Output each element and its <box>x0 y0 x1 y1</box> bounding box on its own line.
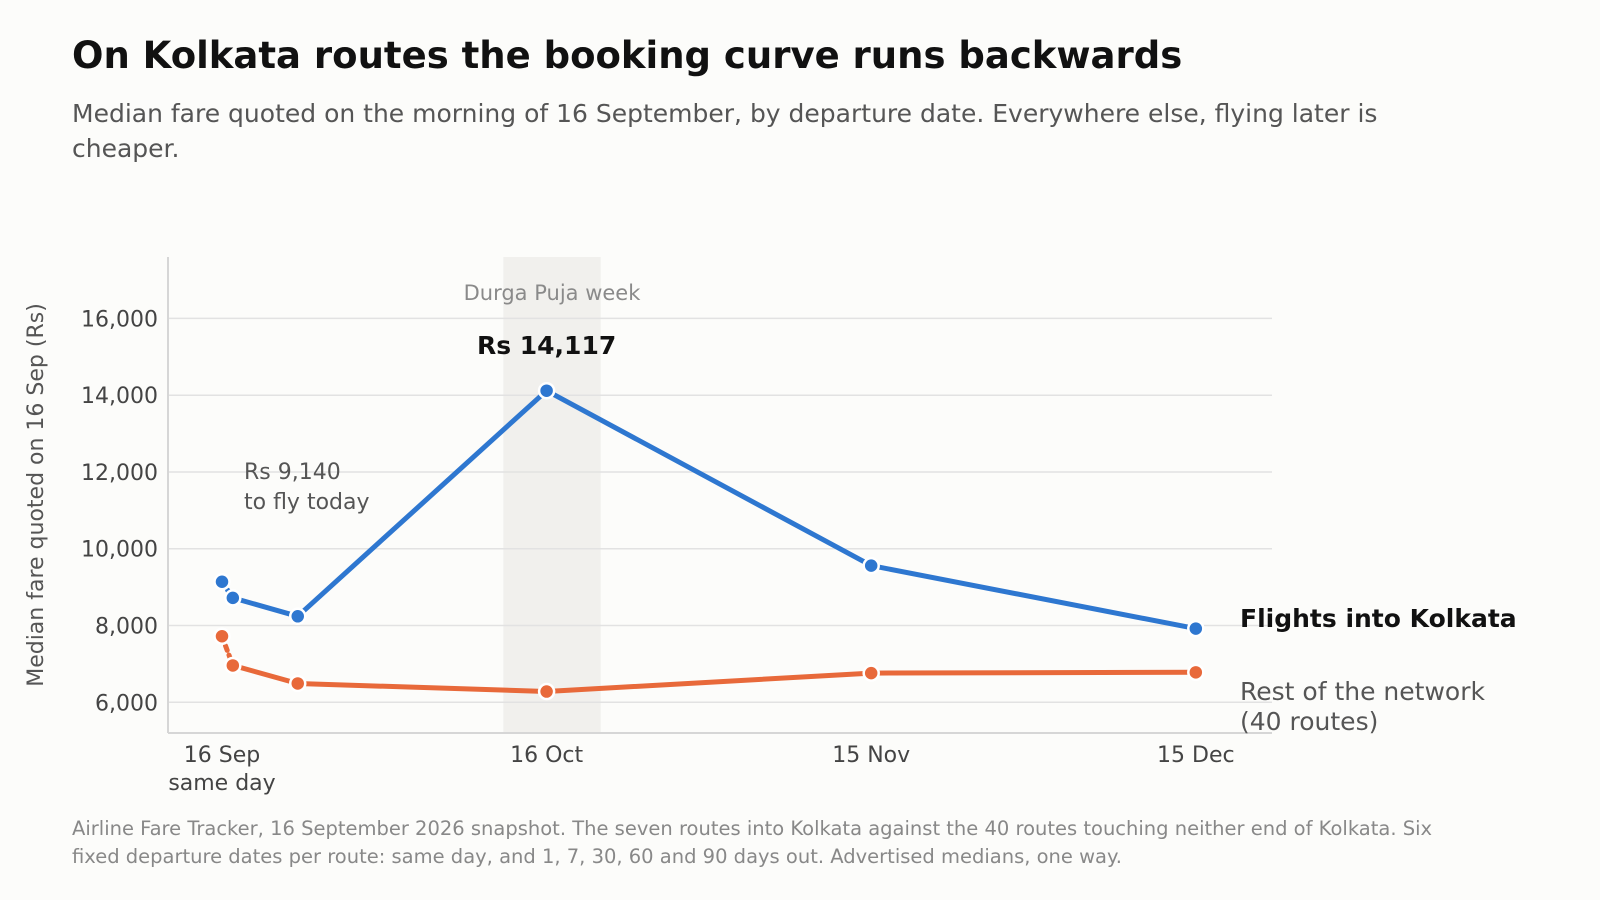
data-point-kolkata <box>224 589 242 607</box>
y-tick-label: 12,000 <box>81 461 158 486</box>
data-point-kolkata <box>537 381 556 400</box>
source-footnote: Airline Fare Tracker, 16 September 2026 … <box>72 817 1433 868</box>
data-point-network <box>224 656 242 675</box>
data-point-kolkata <box>1187 619 1205 638</box>
data-point-network <box>1187 663 1205 682</box>
y-tick-label: 8,000 <box>95 615 158 640</box>
data-point-network <box>213 627 231 646</box>
y-tick-label: 6,000 <box>95 691 158 716</box>
data-point-kolkata <box>862 556 880 575</box>
x-tick-label: 15 Dec <box>1157 743 1235 768</box>
chart-subtitle: Median fare quoted on the morning of 16 … <box>72 99 1378 163</box>
series-line-network <box>230 662 1199 694</box>
data-point-kolkata <box>213 573 231 591</box>
x-tick-label: 16 Sep <box>184 743 260 768</box>
chart-title: On Kolkata routes the booking curve runs… <box>72 34 1183 77</box>
data-point-kolkata <box>288 607 307 626</box>
data-point-network <box>288 674 307 693</box>
y-tick-label: 14,000 <box>81 384 158 409</box>
x-tick-label: same day <box>168 771 275 796</box>
y-axis-title: Median fare quoted on 16 Sep (Rs) <box>24 303 49 687</box>
peak-annotation: Rs 14,117 <box>477 331 616 360</box>
highlight-band <box>503 257 601 733</box>
x-tick-label: 16 Oct <box>510 743 583 768</box>
same-day-annotation: to fly today <box>244 490 370 515</box>
series-label-kolkata: Flights into Kolkata <box>1240 604 1517 633</box>
series-label-network: Rest of the network <box>1240 677 1485 706</box>
y-tick-label: 16,000 <box>81 307 158 332</box>
series-line-kolkata <box>230 388 1199 632</box>
band-label: Durga Puja week <box>464 281 642 305</box>
data-point-network <box>537 682 556 701</box>
series-label-network: (40 routes) <box>1240 707 1378 736</box>
same-day-annotation: Rs 9,140 <box>244 460 341 485</box>
data-point-network <box>862 664 880 682</box>
y-tick-label: 10,000 <box>81 538 158 563</box>
x-tick-label: 15 Nov <box>832 743 910 768</box>
